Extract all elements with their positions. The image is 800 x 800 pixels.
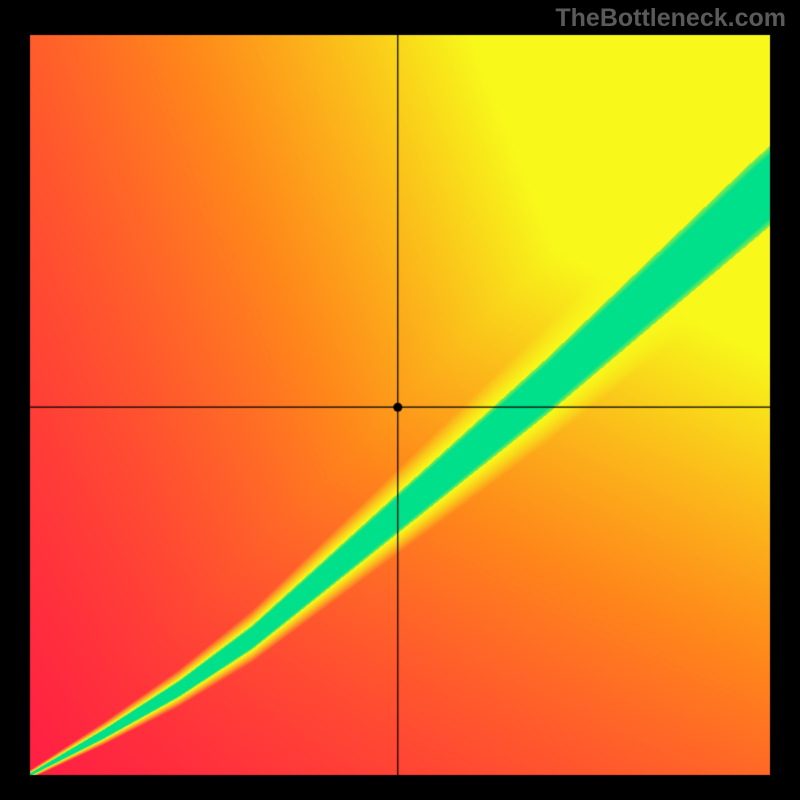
heatmap-canvas (0, 0, 800, 800)
watermark-text: TheBottleneck.com (555, 4, 786, 33)
chart-container: TheBottleneck.com (0, 0, 800, 800)
